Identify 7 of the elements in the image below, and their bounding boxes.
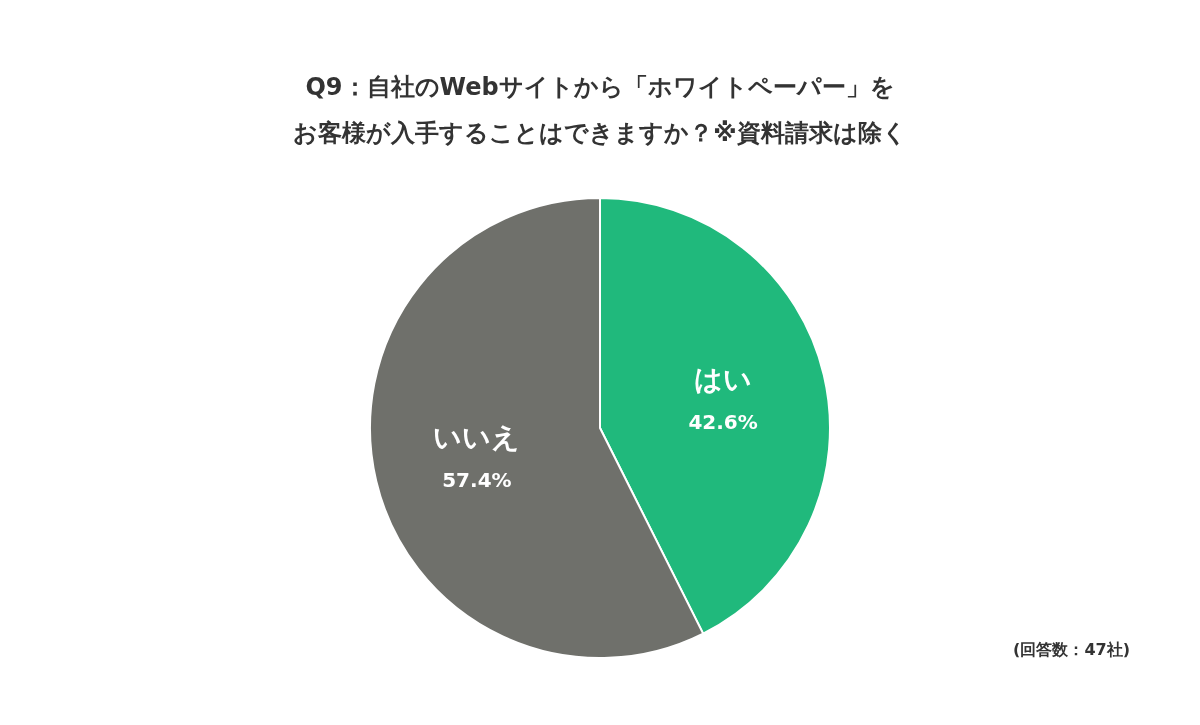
data-label: 57.4% — [442, 468, 512, 493]
data-label: 42.6% — [688, 409, 758, 434]
text: (回答数：47社) — [1013, 640, 1130, 659]
chart-title: Q9：自社のWebサイトから「ホワイトペーパー」を — [305, 73, 895, 101]
chart-subtitle: お客様が入手することはできますか？※資料請求は除く — [293, 119, 907, 147]
slice-label: いいえ — [433, 421, 521, 455]
slice-label: はい — [694, 362, 753, 396]
